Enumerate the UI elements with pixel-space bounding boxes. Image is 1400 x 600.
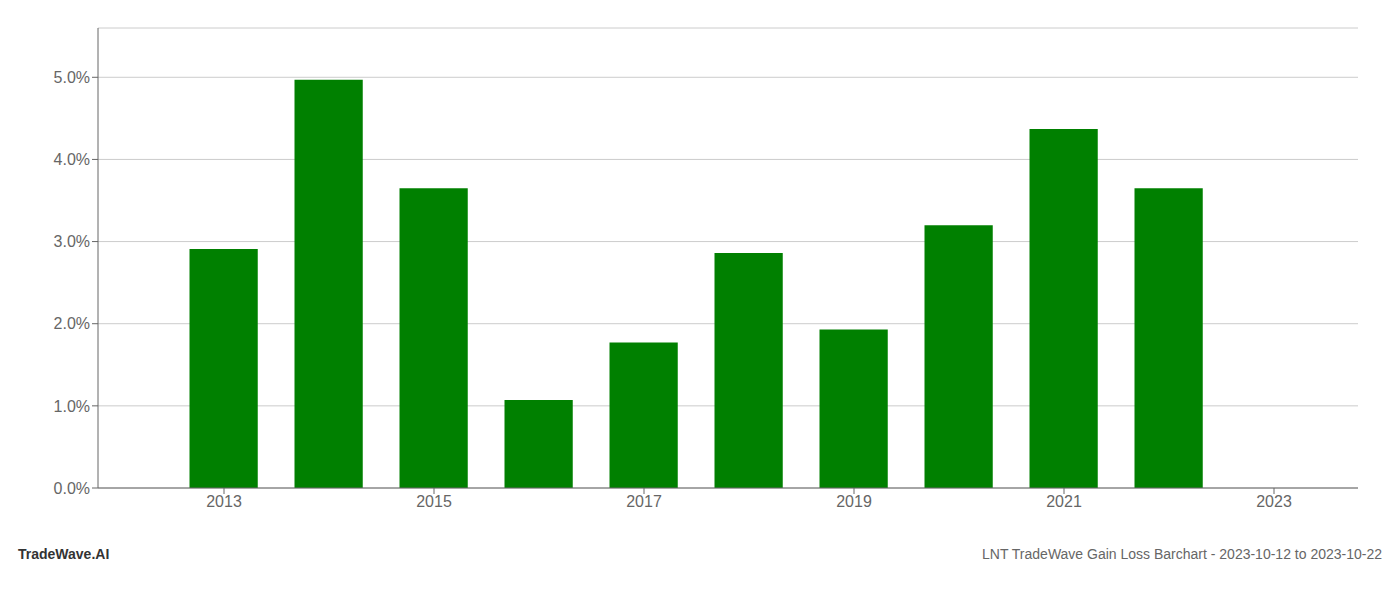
html-text:LNT TradeWave Gain Loss Barcha: LNT TradeWave Gain Loss Barchart - 2023-…: [982, 546, 1382, 562]
html-text:TradeWave.AI: TradeWave.AI: [18, 546, 110, 562]
svg-text:2017: 2017: [626, 493, 662, 510]
svg-text:2013: 2013: [206, 493, 242, 510]
svg-text:2021: 2021: [1046, 493, 1082, 510]
svg-text:5.0%: 5.0%: [54, 69, 90, 86]
svg-text:0.0%: 0.0%: [54, 480, 90, 497]
svg-text:1.0%: 1.0%: [54, 398, 90, 415]
svg-text:2015: 2015: [416, 493, 452, 510]
svg-text:2019: 2019: [836, 493, 872, 510]
svg-text:4.0%: 4.0%: [54, 151, 90, 168]
svg-text:2023: 2023: [1256, 493, 1292, 510]
svg-text:3.0%: 3.0%: [54, 233, 90, 250]
svg-text:2.0%: 2.0%: [54, 315, 90, 332]
